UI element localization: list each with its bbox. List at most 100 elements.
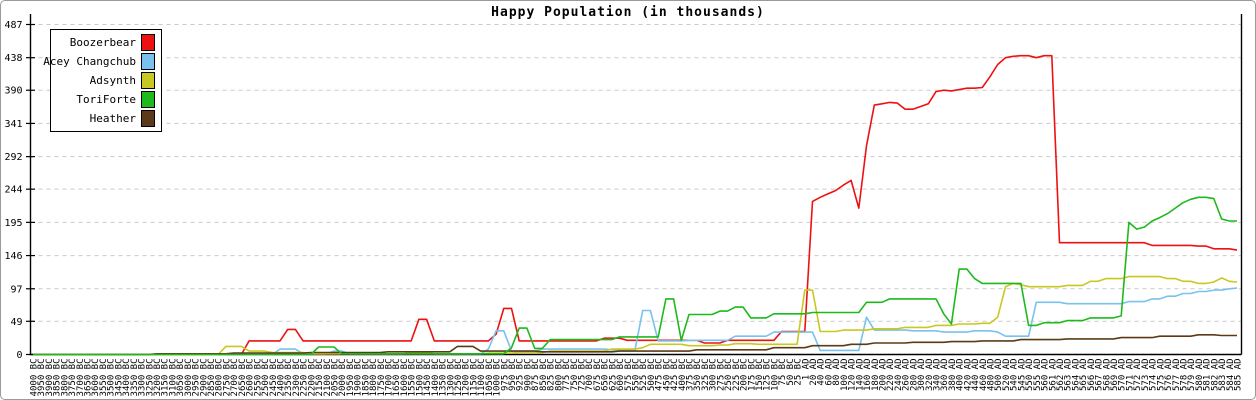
- x-axis-tick-label: 3450 BC: [114, 359, 124, 397]
- x-axis-tick-label: 1100 BC: [477, 359, 487, 397]
- x-axis-tick-label: 2400 BC: [276, 359, 286, 397]
- x-axis-tick-label: 300 BC: [709, 359, 719, 392]
- x-axis-tick-label: 25 BC: [794, 359, 804, 386]
- x-axis-tick-label: 3800 BC: [60, 359, 70, 397]
- x-axis-tick-label: 100 BC: [770, 359, 780, 392]
- legend-label: ToriForte: [76, 93, 136, 106]
- series-line-heather: [33, 333, 1237, 356]
- x-axis-tick-label: 3600 BC: [91, 359, 101, 397]
- x-axis-tick-label: 300 AD: [917, 359, 927, 392]
- x-axis-tick-label: 3200 BC: [153, 359, 163, 397]
- x-axis-tick-label: 775 BC: [562, 359, 572, 392]
- x-axis-tick-label: 2850 BC: [207, 359, 217, 397]
- x-axis-tick-label: 520 AD: [1002, 359, 1012, 392]
- x-axis-tick-label: 580 AD: [1195, 359, 1205, 392]
- x-axis-tick-label: 2750 BC: [222, 359, 232, 397]
- x-axis-tick-label: 575 BC: [624, 359, 634, 392]
- x-axis-tick-label: 3100 BC: [168, 359, 178, 397]
- x-axis-tick-label: 565 AD: [1079, 359, 1089, 392]
- y-axis-tick-label: 0: [16, 350, 22, 361]
- x-axis-tick-label: 175 BC: [747, 359, 757, 392]
- x-axis-tick-label: 2000 BC: [338, 359, 348, 397]
- x-axis-tick-label: 550 BC: [632, 359, 642, 392]
- x-axis-tick-label: 1800 BC: [369, 359, 379, 397]
- x-axis-tick-label: 340 AD: [933, 359, 943, 392]
- x-axis-tick-label: 700 BC: [585, 359, 595, 392]
- x-axis-tick-label: 150 BC: [755, 359, 765, 392]
- x-axis-tick-label: 3000 BC: [184, 359, 194, 397]
- x-axis-tick-label: 555 AD: [1033, 359, 1043, 392]
- legend-item-heather: Heather: [51, 109, 161, 128]
- legend: Boozerbear Acey Changchub Adsynth ToriFo…: [43, 29, 162, 132]
- x-axis-tick-label: 360 AD: [940, 359, 950, 392]
- x-axis-tick-label: 1300 BC: [446, 359, 456, 397]
- legend-label: Heather: [89, 112, 136, 125]
- x-axis-tick-label: 725 BC: [577, 359, 587, 392]
- x-axis-tick-label: 570 AD: [1118, 359, 1128, 392]
- x-axis-tick-label: 1 AD: [801, 359, 811, 381]
- y-axis-tick-label: 97: [10, 284, 22, 295]
- x-axis-tick-label: 2450 BC: [269, 359, 279, 397]
- x-axis-tick-label: 2600 BC: [246, 359, 256, 397]
- x-axis-tick-label: 400 AD: [956, 359, 966, 392]
- x-axis-tick-label: 2950 BC: [192, 359, 202, 397]
- x-axis-tick-label: 573 AD: [1141, 359, 1151, 392]
- x-axis-tick-label: 582 AD: [1210, 359, 1220, 392]
- x-axis-tick-label: 2800 BC: [215, 359, 225, 397]
- chart-title: Happy Population (in thousands): [491, 5, 765, 20]
- x-axis-tick-label: 1200 BC: [462, 359, 472, 397]
- x-axis-tick-label: 3150 BC: [161, 359, 171, 397]
- x-axis-tick-label: 577 AD: [1172, 359, 1182, 392]
- x-axis-tick-label: 600 BC: [616, 359, 626, 392]
- x-axis-tick-label: 260 AD: [902, 359, 912, 392]
- x-axis-tick-label: 1450 BC: [423, 359, 433, 397]
- y-axis-tick-label: 487: [4, 20, 22, 31]
- x-axis-tick-label: 583 AD: [1218, 359, 1228, 392]
- x-axis-tick-label: 160 AD: [863, 359, 873, 392]
- x-axis-tick-label: 3550 BC: [99, 359, 109, 397]
- x-axis-tick-label: 576 AD: [1164, 359, 1174, 392]
- x-axis-tick-label: 120 AD: [848, 359, 858, 392]
- x-axis-tick-label: 3050 BC: [176, 359, 186, 397]
- x-axis-tick-label: 1750 BC: [377, 359, 387, 397]
- x-axis-tick-label: 2250 BC: [300, 359, 310, 397]
- x-axis-tick-label: 925 BC: [516, 359, 526, 392]
- legend-item-adsynth: Adsynth: [51, 71, 161, 90]
- x-axis-tick-label: 950 BC: [508, 359, 518, 392]
- x-axis-tick-label: 569 AD: [1110, 359, 1120, 392]
- x-axis-tick-label: 420 AD: [963, 359, 973, 392]
- x-axis-tick-label: 2300 BC: [292, 359, 302, 397]
- x-axis-tick-label: 3900 BC: [45, 359, 55, 397]
- x-axis-tick-label: 200 AD: [878, 359, 888, 392]
- x-axis-tick-label: 3400 BC: [122, 359, 132, 397]
- legend-swatch-blue: [141, 53, 155, 70]
- x-axis-tick-label: 562 AD: [1056, 359, 1066, 392]
- x-axis-tick-label: 585 AD: [1234, 359, 1244, 392]
- x-axis-tick-label: 581 AD: [1203, 359, 1213, 392]
- x-axis-tick-label: 140 AD: [855, 359, 865, 392]
- x-axis-tick-label: 575 AD: [1156, 359, 1166, 392]
- x-axis-tick-label: 568 AD: [1102, 359, 1112, 392]
- x-axis-tick-label: 500 AD: [994, 359, 1004, 392]
- x-axis-tick-label: 572 AD: [1133, 359, 1143, 392]
- x-axis-tick-label: 1000 BC: [493, 359, 503, 397]
- x-axis-tick-label: 800 BC: [554, 359, 564, 392]
- x-axis-tick-label: 375 BC: [686, 359, 696, 392]
- x-axis-tick-label: 3250 BC: [145, 359, 155, 397]
- x-axis-tick-label: 425 BC: [670, 359, 680, 392]
- x-axis-tick-label: 500 BC: [647, 359, 657, 392]
- legend-label: Boozerbear: [69, 36, 136, 49]
- legend-label: Adsynth: [89, 74, 136, 87]
- x-axis-tick-label: 200 BC: [740, 359, 750, 392]
- x-axis-tick-label: 2550 BC: [253, 359, 263, 397]
- x-axis-tick-label: 875 BC: [531, 359, 541, 392]
- x-axis-tick-label: 250 BC: [724, 359, 734, 392]
- x-axis-tick-label: 567 AD: [1095, 359, 1105, 392]
- x-axis-tick-label: 20 AD: [809, 359, 819, 386]
- x-axis-tick-label: 1350 BC: [439, 359, 449, 397]
- y-axis-tick-label: 341: [4, 119, 22, 130]
- x-axis-tick-label: 561 AD: [1048, 359, 1058, 392]
- x-axis-tick-label: 2700 BC: [230, 359, 240, 397]
